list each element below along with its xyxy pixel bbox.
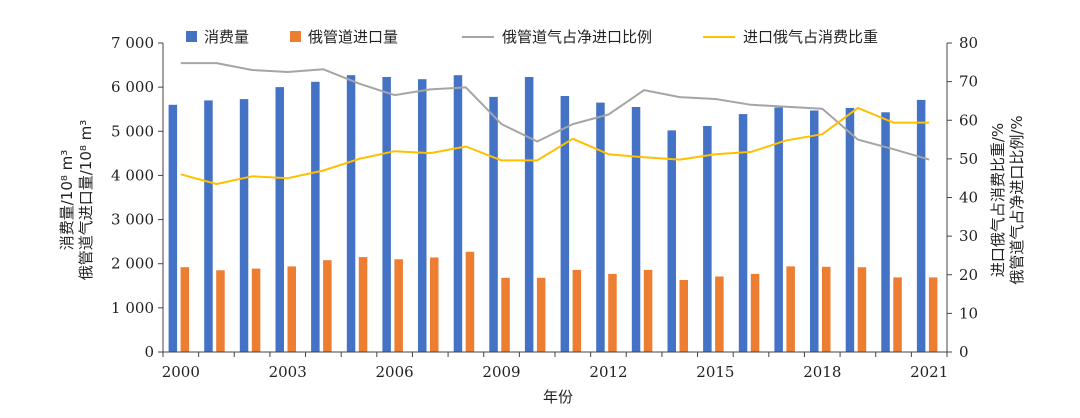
bar-import-2008 (465, 251, 475, 352)
right-tick-label: 0 (959, 343, 969, 361)
bar-consumption-2011 (560, 96, 570, 352)
right-tick-label: 30 (959, 227, 978, 245)
bar-consumption-2020 (881, 112, 890, 352)
bar-layer (168, 75, 938, 353)
bar-import-2019 (857, 267, 867, 352)
bar-import-2005 (358, 257, 368, 352)
legend-label-import: 俄管道进口量 (308, 28, 398, 46)
bar-consumption-2010 (524, 77, 534, 352)
bar-consumption-2009 (489, 96, 498, 353)
bar-import-2000 (180, 267, 190, 352)
bar-import-2012 (608, 273, 617, 352)
bar-consumption-2021 (916, 99, 926, 353)
x-axis-title: 年份 (543, 388, 573, 406)
bar-consumption-2015 (703, 126, 712, 352)
x-tick-label-2006: 2006 (376, 363, 414, 381)
left-tick-label: 2 000 (111, 255, 154, 273)
bar-consumption-2014 (667, 130, 676, 352)
bar-import-2010 (536, 277, 546, 352)
legend-swatch-import (290, 31, 301, 42)
right-tick-label: 70 (959, 73, 978, 91)
bar-consumption-2016 (738, 114, 748, 352)
bar-consumption-2018 (810, 110, 819, 352)
bar-import-2004 (323, 260, 332, 352)
bar-import-2002 (251, 268, 261, 352)
legend-item-share: 进口俄气占消费比重 (703, 28, 878, 46)
left-axis-title-consumption: 消费量/10⁸ m³ (58, 150, 76, 251)
line-russia-pipeline-ratio (180, 62, 930, 161)
line-russia-consumption-share (180, 106, 930, 185)
left-tick-label: 5 000 (111, 122, 154, 140)
left-tick-label: 7 000 (111, 34, 154, 52)
bar-import-2013 (643, 269, 653, 352)
right-axis-title-share: 进口俄气占消费比重/% (989, 123, 1007, 277)
bar-consumption-2013 (631, 107, 641, 352)
bar-consumption-2019 (845, 107, 855, 353)
right-tick-label: 60 (959, 111, 978, 129)
legend-item-import: 俄管道进口量 (290, 28, 398, 46)
x-tick-label-2009: 2009 (482, 363, 520, 381)
bar-import-2015 (715, 276, 724, 352)
legend-item-consumption: 消费量 (186, 28, 249, 46)
x-tick-label-2018: 2018 (803, 363, 841, 381)
x-tick-label-2012: 2012 (589, 363, 627, 381)
legend-item-ratio: 俄管道气占净进口比例 (462, 28, 652, 46)
bar-import-2001 (216, 270, 225, 352)
left-tick-label: 1 000 (111, 299, 154, 317)
legend-label-share: 进口俄气占消费比重 (743, 28, 878, 46)
legend: 消费量 俄管道进口量 俄管道气占净进口比例 进口俄气占消费比重 (186, 28, 878, 46)
axes-layer: 0 1 000 2 000 3 000 4 000 5 000 6 000 7 000 0 10 2… (111, 34, 978, 381)
bar-consumption-2008 (453, 75, 463, 352)
bar-consumption-2000 (168, 104, 178, 352)
left-axis-title-import: 俄管道气进口量/10⁸ m³ (77, 120, 95, 281)
x-tick-label-2021: 2021 (910, 363, 948, 381)
right-tick-label: 20 (959, 266, 978, 284)
right-tick-label: 10 (959, 304, 978, 322)
bar-consumption-2002 (239, 99, 249, 352)
x-tick-label-2003: 2003 (269, 363, 307, 381)
bar-import-2014 (679, 280, 688, 352)
bar-import-2021 (928, 277, 938, 352)
bar-consumption-2012 (596, 102, 605, 352)
bar-import-2011 (572, 269, 582, 352)
right-tick-label: 40 (959, 189, 978, 207)
bar-import-2016 (750, 273, 760, 352)
right-tick-label: 80 (959, 34, 978, 52)
bar-consumption-2007 (418, 79, 427, 352)
bar-import-2017 (786, 266, 795, 352)
bar-import-2009 (501, 277, 510, 352)
bar-consumption-2017 (774, 107, 783, 353)
line-layer (180, 62, 930, 185)
left-tick-label: 6 000 (111, 78, 154, 96)
left-tick-label: 3 000 (111, 211, 154, 229)
legend-label-consumption: 消费量 (204, 28, 249, 46)
bar-import-2018 (822, 266, 831, 352)
x-tick-label-2000: 2000 (162, 363, 200, 381)
legend-swatch-consumption (186, 31, 197, 42)
bar-consumption-2005 (346, 75, 356, 352)
bar-consumption-2004 (311, 81, 320, 353)
legend-label-ratio: 俄管道气占净进口比例 (502, 28, 652, 46)
left-tick-label: 4 000 (111, 166, 154, 184)
bar-consumption-2003 (275, 87, 284, 352)
bar-consumption-2001 (204, 100, 213, 353)
left-tick-label: 0 (144, 343, 154, 361)
bar-import-2006 (394, 259, 403, 352)
right-tick-label: 50 (959, 150, 978, 168)
x-tick-label-2015: 2015 (696, 363, 734, 381)
right-axis-title-ratio: 俄管道气占净进口比例/% (1008, 115, 1026, 284)
bar-import-2020 (893, 277, 902, 352)
bar-import-2007 (430, 257, 439, 352)
bar-import-2003 (287, 266, 296, 352)
bar-consumption-2006 (382, 77, 391, 352)
